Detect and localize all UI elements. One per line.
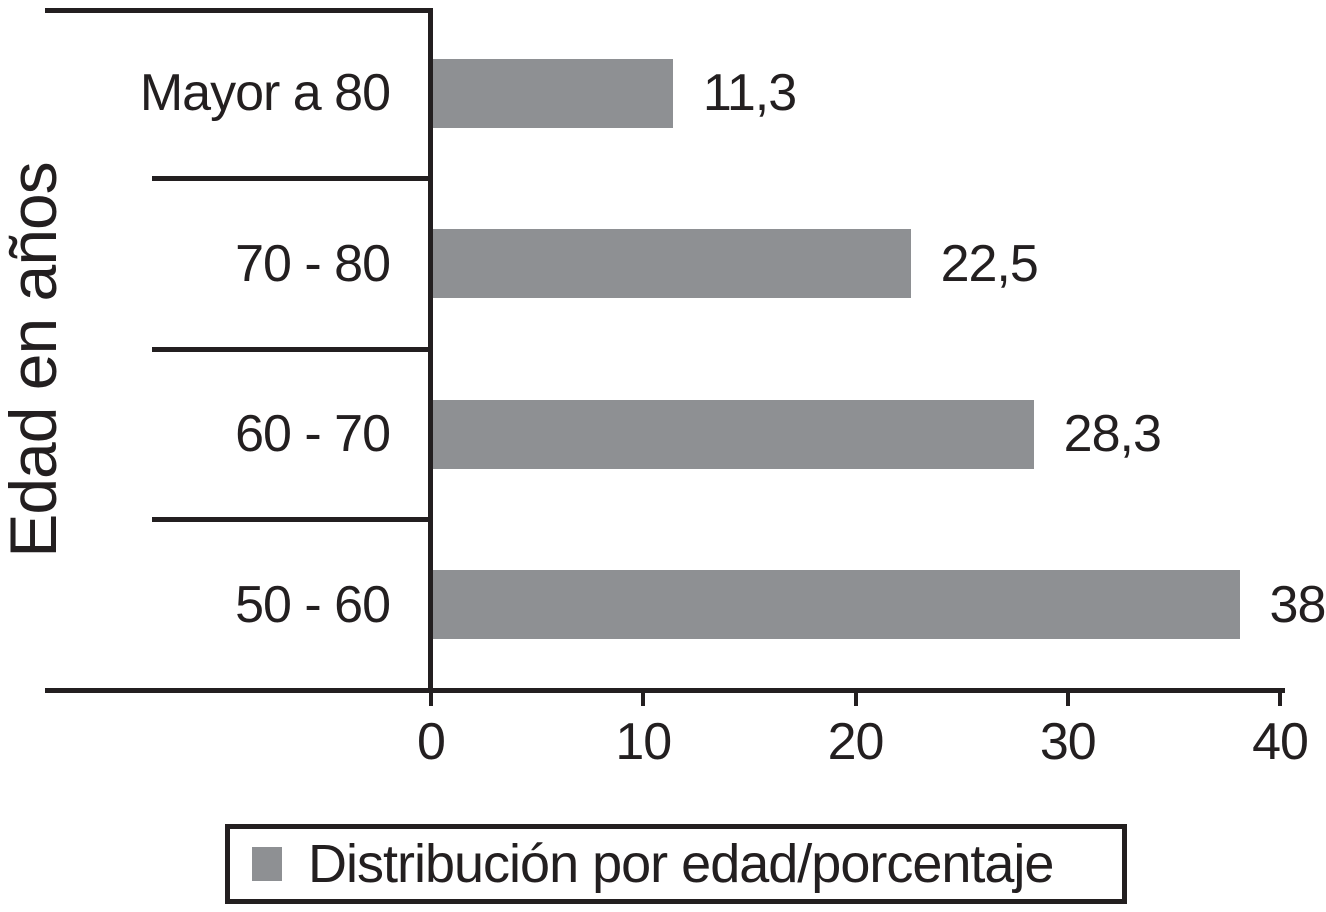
legend: Distribución por edad/porcentaje: [225, 824, 1127, 904]
bar-50-60: [433, 570, 1240, 640]
x-axis-baseline: [45, 688, 1285, 693]
legend-label: Distribución por edad/porcentaje: [308, 834, 1054, 894]
y-axis-title: Edad en años: [0, 162, 70, 558]
bar-70-80: [433, 229, 911, 299]
category-separator: [152, 517, 433, 522]
x-axis-tick: [641, 690, 646, 706]
x-axis-tick: [429, 690, 433, 706]
x-axis-tick: [1065, 690, 1070, 706]
category-label: 70 - 80: [235, 234, 391, 293]
legend-swatch: [252, 847, 282, 881]
x-axis-tick: [853, 690, 858, 706]
plot-top-border: [45, 8, 433, 13]
x-axis-tick: [1278, 690, 1282, 706]
x-axis-tick-label: 10: [615, 713, 672, 771]
value-label: 28,3: [1063, 405, 1162, 464]
x-axis-tick-label: 30: [1039, 713, 1097, 771]
category-separator: [152, 176, 433, 181]
x-axis-tick-label: 40: [1252, 713, 1309, 771]
value-label: 22,5: [940, 234, 1039, 293]
value-label: 11,3: [702, 64, 797, 123]
category-label: 50 - 60: [235, 575, 391, 634]
bar-60-70: [433, 399, 1034, 469]
bar-mayor-a-80: [433, 58, 673, 128]
category-label: Mayor a 80: [139, 64, 391, 123]
value-label: 38: [1269, 575, 1326, 634]
category-separator: [152, 346, 433, 352]
x-axis-tick-label: 0: [417, 713, 446, 771]
x-axis-tick-label: 20: [827, 713, 885, 771]
category-label: 60 - 70: [235, 405, 391, 464]
